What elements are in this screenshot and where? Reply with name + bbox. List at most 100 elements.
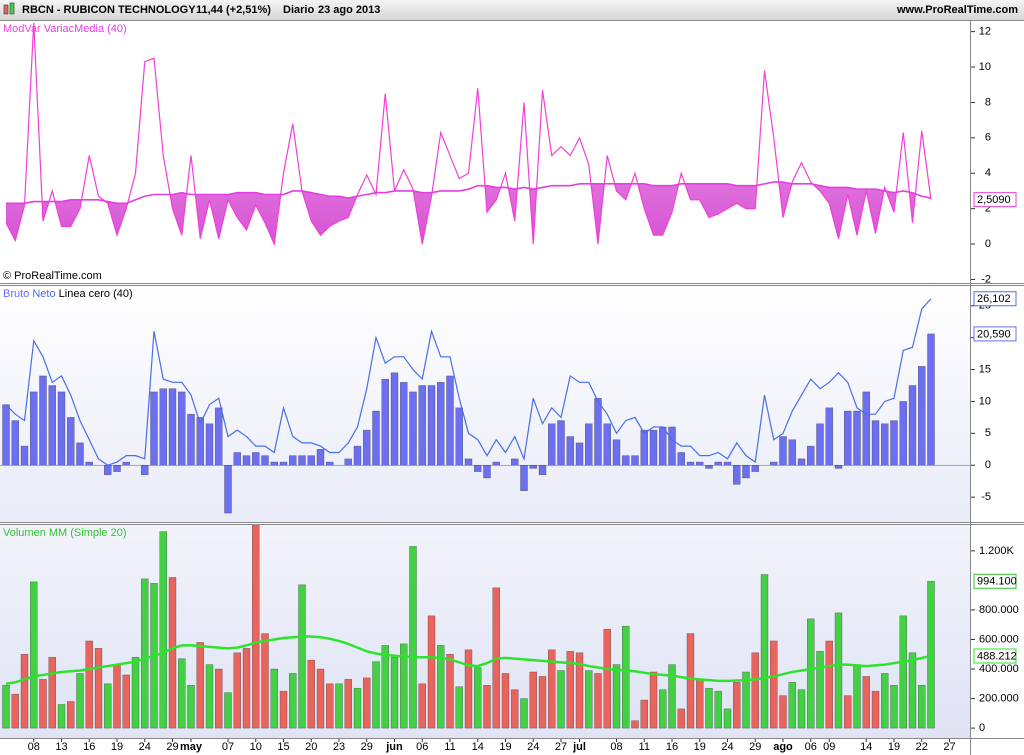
bar (686, 633, 695, 729)
value-label-box (973, 326, 1017, 342)
x-tick-label: 13 (55, 741, 67, 753)
x-tick-label: 19 (111, 741, 123, 753)
x-tick-label: 29 (361, 741, 373, 753)
bar (168, 577, 177, 729)
y-tick-label: 6 (985, 132, 991, 144)
bar (252, 452, 260, 466)
bar (770, 640, 778, 729)
bar (298, 584, 306, 729)
line (5, 298, 932, 466)
bar (427, 615, 436, 729)
bar (548, 649, 556, 729)
bar (261, 633, 269, 729)
bar (141, 578, 149, 729)
bar (834, 612, 843, 729)
bar (751, 652, 759, 729)
bar (409, 391, 417, 466)
bar (474, 464, 482, 472)
bar (649, 671, 658, 729)
bar (30, 391, 38, 466)
legend-entry: MM (Simple 20) (49, 527, 127, 539)
value-label-box (973, 192, 1017, 208)
bar (76, 442, 84, 466)
bar (131, 656, 140, 729)
bar (57, 704, 66, 729)
bar (205, 664, 214, 729)
bar (11, 420, 19, 466)
bar (48, 656, 56, 729)
bar (733, 464, 741, 485)
legend-entry: ModVar (3, 23, 41, 35)
bar (363, 429, 371, 466)
line (6, 181, 932, 205)
x-tick-label: 08 (28, 741, 40, 753)
date: 23 ago 2013 (318, 4, 380, 16)
x-tick-label: 07 (222, 741, 234, 753)
bar (400, 382, 408, 466)
bar (20, 653, 29, 729)
bar (566, 651, 574, 729)
y-tick-label: 600.000 (979, 633, 1019, 645)
bar (307, 659, 315, 729)
bar (677, 452, 685, 466)
bar (159, 531, 167, 729)
bar (603, 628, 611, 729)
x-tick-label: 29 (749, 741, 761, 753)
bar (353, 445, 362, 466)
bar (48, 385, 56, 466)
bar (622, 455, 630, 466)
bar (566, 436, 574, 466)
bar (714, 690, 722, 729)
bar (298, 455, 306, 466)
bar (788, 439, 796, 466)
bar (807, 618, 815, 729)
x-tick-label: 14 (860, 741, 872, 753)
bar (696, 679, 704, 729)
y-tick-label: 8 (985, 96, 991, 108)
bar (289, 455, 297, 466)
bar (825, 640, 833, 729)
legend-entry: Neto (32, 288, 55, 300)
bar (622, 625, 630, 729)
bar (640, 699, 648, 729)
bar (279, 690, 288, 729)
y-tick-label: 1.200K (979, 545, 1015, 557)
bar (270, 461, 278, 466)
bar (871, 690, 880, 729)
bar (538, 464, 547, 476)
bar (242, 455, 251, 466)
bar (575, 652, 584, 729)
logo-icon (3, 4, 9, 15)
line (5, 635, 932, 686)
bar (594, 398, 602, 466)
value-label-box (973, 648, 1017, 664)
bar (890, 685, 898, 729)
x-tick-label: 16 (83, 741, 95, 753)
bar (76, 673, 84, 729)
site: www.ProRealTime.com (896, 4, 1018, 16)
x-tick-label: 11 (444, 741, 455, 753)
bar (585, 670, 593, 729)
line (5, 22, 932, 247)
bar (224, 692, 232, 729)
bar (196, 642, 204, 729)
x-tick-label: 15 (277, 741, 289, 753)
bar (187, 413, 195, 466)
bar (159, 388, 167, 466)
value-label: 994.100 (977, 576, 1017, 588)
bar (751, 464, 759, 472)
bar (511, 458, 519, 466)
x-tick-label: 22 (916, 741, 928, 753)
bar (104, 683, 112, 729)
bar (612, 439, 621, 466)
bar (113, 664, 121, 729)
bar (242, 648, 251, 729)
y-tick-label: 4 (985, 167, 991, 179)
bar (557, 670, 565, 729)
y-tick-label: 10 (979, 61, 991, 73)
bar (779, 436, 787, 466)
y-tick-label: 400.000 (979, 663, 1019, 675)
bar (233, 652, 241, 729)
bar (529, 464, 537, 469)
quote: 11,44 (+2,51%) (196, 4, 271, 16)
